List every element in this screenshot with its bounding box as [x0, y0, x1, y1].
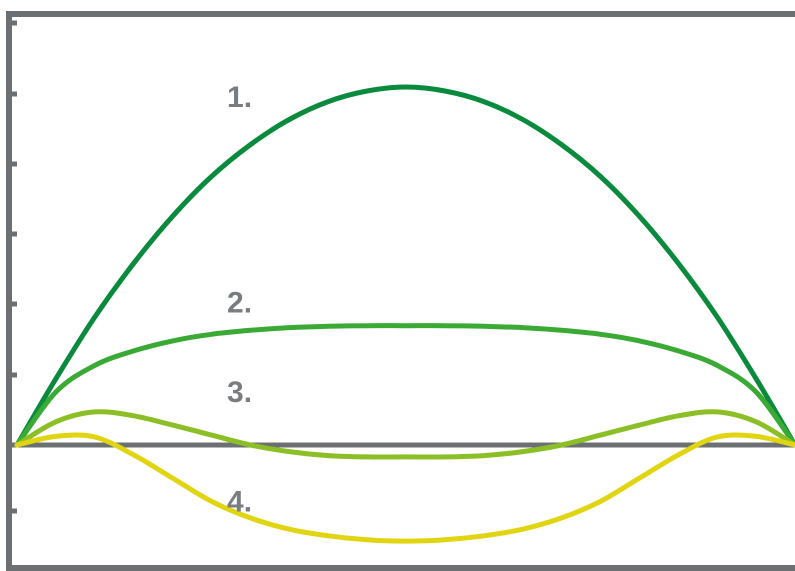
- series-group: [14, 84, 795, 544]
- y-axis-ticks: [6, 20, 17, 514]
- series-line-1: [14, 84, 795, 448]
- curve-labels: 1. 2. 3. 4.: [227, 81, 252, 518]
- curve-label-4: 4.: [227, 485, 252, 518]
- curve-label-3: 3.: [227, 376, 252, 409]
- series-line-2: [14, 323, 795, 448]
- axes-group: [6, 11, 795, 571]
- curve-label-2: 2.: [227, 286, 252, 319]
- curve-label-1: 1.: [227, 81, 252, 114]
- series-line-3: [14, 409, 795, 460]
- series-line-4: [14, 432, 795, 544]
